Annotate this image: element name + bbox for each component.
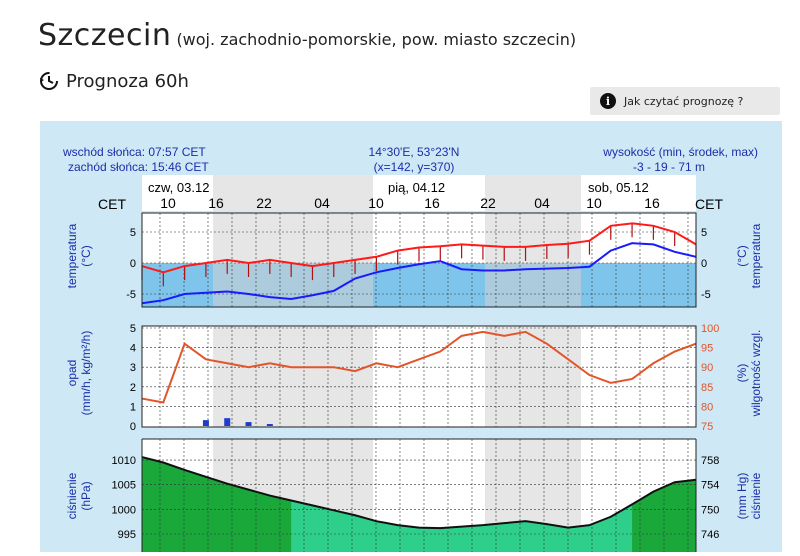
pressure-fill-high [142, 457, 292, 552]
night-band [213, 326, 373, 427]
rain-bar [245, 422, 252, 426]
temp-unit-left: (°C) [79, 245, 93, 266]
humidity-tick: 85 [701, 382, 713, 394]
temp-max-line [141, 222, 697, 274]
pressure-tick-hpa: 1005 [112, 480, 136, 492]
forecast-heading: Prognoza 60h [38, 70, 189, 92]
tz-right: CET [695, 196, 723, 212]
pressure-tick-hpa: 1010 [112, 455, 136, 467]
day-label: czw, 03.12 [148, 180, 209, 195]
temp-tick-left: -5 [126, 289, 136, 301]
info-icon: i [600, 93, 616, 109]
temp-frame [141, 212, 697, 308]
humidity-tick: 95 [701, 343, 713, 355]
pressure-tick-mmhg: 754 [701, 480, 719, 492]
precip-tick: 0 [130, 421, 136, 433]
temp-label-right: temperatura [749, 223, 763, 288]
temp-tick-right: -5 [701, 289, 711, 301]
tz-left: CET [98, 196, 126, 212]
hour-label: 10 [368, 195, 384, 211]
day-label: pią, 04.12 [388, 180, 445, 195]
night-band [485, 213, 581, 307]
hour-label: 04 [314, 195, 330, 211]
temp-tick-left: 0 [130, 258, 136, 270]
humidity-tick: 90 [701, 362, 713, 374]
rain-bar [202, 420, 209, 426]
hour-label: 10 [160, 195, 176, 211]
humidity-label: wilgotność wzgl. [749, 330, 763, 418]
rain-bar [224, 418, 231, 426]
hour-label: 22 [480, 195, 496, 211]
temp-tick-right: 5 [701, 227, 707, 239]
hour-label: 16 [644, 195, 660, 211]
pressure-tick-hpa: 995 [118, 529, 136, 541]
precip-tick: 1 [130, 401, 136, 413]
pressure-tick-hpa: 1000 [112, 504, 136, 516]
precip-tick: 2 [130, 382, 136, 394]
temp-unit-right: (°C) [735, 245, 749, 266]
sunrise-text: wschód słońca: 07:57 CET [62, 145, 206, 159]
rain-bar [266, 424, 273, 426]
hour-label: 16 [424, 195, 440, 211]
night-header-2 [485, 175, 581, 211]
pressure-unit-mmhg: (mm Hg) [735, 473, 749, 520]
precip-unit: (mm/h, kg/m²/h) [79, 331, 93, 416]
humidity-tick: 75 [701, 421, 713, 433]
forecast-clock-icon [40, 72, 58, 90]
forecast-label: Prognoza 60h [66, 70, 189, 92]
elevation-values: -3 - 19 - 71 m [633, 160, 705, 174]
precip-tick: 3 [130, 362, 136, 374]
hour-label: 04 [534, 195, 550, 211]
temp-tick-left: 5 [130, 227, 136, 239]
meteogram: wschód słońca: 07:57 CET zachód słońca: … [62, 145, 763, 552]
pressure-unit-hpa: (hPa) [79, 481, 93, 510]
humidity-unit: (%) [735, 364, 749, 383]
sunset-text: zachód słońca: 15:46 CET [68, 160, 209, 174]
precip-label: opad [65, 360, 79, 387]
precip-frame [141, 325, 697, 428]
temp-label-left: temperatura [65, 223, 79, 288]
location-subtitle: (woj. zachodnio-pomorskie, pow. miasto s… [176, 30, 577, 49]
night-band [213, 213, 373, 307]
precip-tick: 5 [130, 323, 136, 335]
coords-text: 14°30'E, 53°23'N [369, 145, 460, 159]
hour-label: 10 [586, 195, 602, 211]
temp-min-line [141, 242, 697, 305]
hour-label: 22 [256, 195, 272, 211]
elevation-title: wysokość (min, środek, max) [602, 145, 758, 159]
pressure-label-right: ciśnienie [749, 472, 763, 519]
temp-tick-right: 0 [701, 258, 707, 270]
humidity-line [141, 330, 697, 404]
city-name: Szczecin [38, 18, 172, 53]
day-label: sob, 05.12 [588, 180, 649, 195]
precip-tick: 4 [130, 343, 136, 355]
night-header-1 [213, 175, 373, 211]
help-label: Jak czytać prognozę ? [624, 94, 744, 108]
pressure-label-left: ciśnienie [65, 472, 79, 519]
help-button[interactable]: i Jak czytać prognozę ? [590, 87, 780, 115]
pressure-tick-mmhg: 750 [701, 504, 719, 516]
humidity-tick: 100 [701, 323, 719, 335]
meteogram-panel: wschód słońca: 07:57 CET zachód słońca: … [40, 121, 782, 552]
night-band [485, 326, 581, 427]
pressure-tick-mmhg: 758 [701, 455, 719, 467]
location-header: Szczecin (woj. zachodnio-pomorskie, pow.… [38, 18, 576, 53]
pressure-tick-mmhg: 746 [701, 529, 719, 541]
humidity-tick: 80 [701, 401, 713, 413]
pressure-line [141, 456, 697, 530]
hour-label: 16 [208, 195, 224, 211]
grid-text: (x=142, y=370) [374, 160, 455, 174]
